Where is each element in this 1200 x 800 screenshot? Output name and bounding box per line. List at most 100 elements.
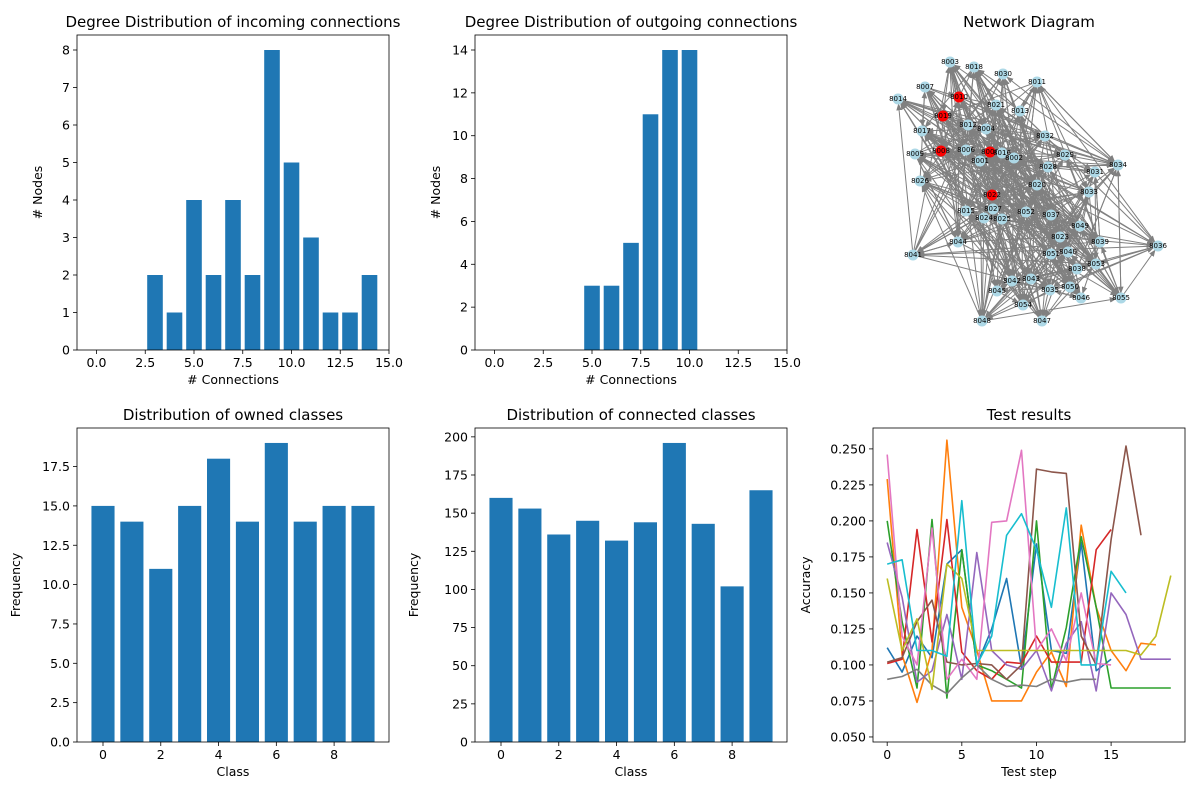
x-tick-label: 12.5 bbox=[724, 355, 752, 370]
network-edge bbox=[981, 270, 1074, 322]
network-edge bbox=[953, 64, 1021, 112]
x-axis-label: Class bbox=[217, 764, 250, 779]
x-axis-label: Class bbox=[615, 764, 648, 779]
bar bbox=[351, 505, 375, 742]
network-node-label: 8012 bbox=[959, 121, 977, 129]
y-tick-label: 4 bbox=[62, 193, 70, 208]
bar bbox=[91, 505, 115, 742]
network-node-label: 8033 bbox=[1080, 188, 1098, 196]
network-node-label: 8010 bbox=[950, 93, 968, 101]
series-line bbox=[886, 542, 1171, 692]
network-edge bbox=[995, 212, 1051, 291]
bar bbox=[178, 505, 202, 742]
network-edge bbox=[989, 109, 998, 153]
network-node bbox=[937, 110, 949, 122]
y-tick-label: 0.050 bbox=[830, 729, 866, 744]
network-node bbox=[1094, 236, 1106, 248]
network-node bbox=[892, 93, 904, 105]
network-edge bbox=[1022, 255, 1066, 306]
bar bbox=[264, 442, 288, 742]
bar bbox=[147, 275, 163, 350]
bar bbox=[322, 505, 346, 742]
network-edge bbox=[1039, 85, 1159, 247]
x-tick-label: 8 bbox=[330, 747, 338, 762]
y-tick-label: 2 bbox=[62, 268, 70, 283]
y-tick-label: 0.200 bbox=[830, 513, 866, 528]
y-tick-label: 75 bbox=[452, 620, 468, 635]
bar bbox=[149, 568, 173, 742]
network-node bbox=[962, 119, 974, 131]
network-node-label: 8037 bbox=[1042, 211, 1060, 219]
network-node-label: 8049 bbox=[1071, 222, 1089, 230]
y-tick-label: 14 bbox=[452, 43, 468, 58]
network-node bbox=[1036, 315, 1048, 327]
network-node bbox=[996, 213, 1008, 225]
network-node-label: 8001 bbox=[971, 157, 989, 165]
y-tick-label: 0.250 bbox=[830, 441, 866, 456]
y-tick-label: 7 bbox=[62, 80, 70, 95]
bar bbox=[120, 521, 144, 742]
y-tick-label: 50 bbox=[452, 658, 468, 673]
network-node-label: 8054 bbox=[1014, 301, 1032, 309]
x-tick-label: 0 bbox=[883, 747, 891, 762]
network-edge bbox=[897, 98, 1114, 165]
series-line bbox=[886, 518, 1112, 681]
network-node bbox=[1045, 248, 1057, 260]
plot-frame bbox=[474, 34, 788, 351]
network-node bbox=[914, 175, 926, 187]
network-node bbox=[919, 81, 931, 93]
network-edge bbox=[981, 162, 1015, 322]
y-tick-label: 10 bbox=[452, 128, 468, 143]
network-edge bbox=[1076, 169, 1117, 270]
network-node bbox=[1112, 159, 1124, 171]
network-node bbox=[935, 145, 947, 157]
plot-frame bbox=[872, 427, 1186, 743]
network-node-label: 8003 bbox=[941, 58, 959, 66]
plot-frame bbox=[76, 34, 390, 351]
x-tick-label: 6 bbox=[272, 747, 280, 762]
x-tick-label: 5 bbox=[958, 747, 966, 762]
y-tick-label: 3 bbox=[62, 230, 70, 245]
line-chart-5: 0 5 10 15 0.050 0.075 0.100 0.125 0.150 0.175 0.20… bbox=[798, 406, 1186, 779]
network-edge bbox=[1041, 267, 1094, 322]
y-tick-label: 10.0 bbox=[42, 577, 70, 592]
network-node bbox=[952, 236, 964, 248]
network-edge bbox=[923, 183, 1051, 291]
network-node bbox=[996, 147, 1008, 159]
bar bbox=[605, 540, 629, 742]
network-node bbox=[1089, 166, 1101, 178]
network-node-label: 8027 bbox=[984, 205, 1002, 213]
network-node-label: 8014 bbox=[889, 95, 907, 103]
bar bbox=[691, 523, 715, 742]
network-edge bbox=[968, 214, 1043, 322]
bar bbox=[293, 521, 317, 742]
chart-title: Test results bbox=[986, 406, 1072, 424]
y-tick-label: 0.125 bbox=[830, 621, 866, 636]
y-tick-label: 15.0 bbox=[42, 498, 70, 513]
bar bbox=[264, 50, 280, 350]
network-node bbox=[1042, 161, 1054, 173]
network-edge bbox=[1039, 188, 1122, 299]
network-node-label: 8022 bbox=[983, 191, 1001, 199]
bar bbox=[518, 508, 542, 742]
network-node bbox=[916, 125, 928, 137]
y-tick-label: 0.225 bbox=[830, 477, 866, 492]
network-node-label: 8016 bbox=[993, 149, 1011, 157]
y-axis-label: # Nodes bbox=[30, 166, 45, 220]
network-edge bbox=[1120, 249, 1156, 299]
network-edge bbox=[981, 297, 1117, 322]
network-node-label: 8055 bbox=[1112, 294, 1130, 302]
network-edge bbox=[999, 107, 1066, 156]
network-edge bbox=[928, 89, 969, 126]
y-tick-label: 17.5 bbox=[42, 459, 70, 474]
bar bbox=[489, 497, 513, 742]
y-axis-label: Frequency bbox=[406, 552, 421, 617]
network-node bbox=[944, 56, 956, 68]
x-axis-label: # Connections bbox=[585, 372, 677, 387]
y-tick-label: 6 bbox=[460, 214, 468, 229]
network-node-label: 8047 bbox=[1033, 317, 1051, 325]
network-edge bbox=[1050, 167, 1115, 216]
bar-chart-0: 0.0 2.5 5.0 7.5 10.0 12.5 15.0 0 1 2 3 4 5 6 7 8 Degree … bbox=[30, 13, 403, 387]
network-node bbox=[968, 61, 980, 73]
